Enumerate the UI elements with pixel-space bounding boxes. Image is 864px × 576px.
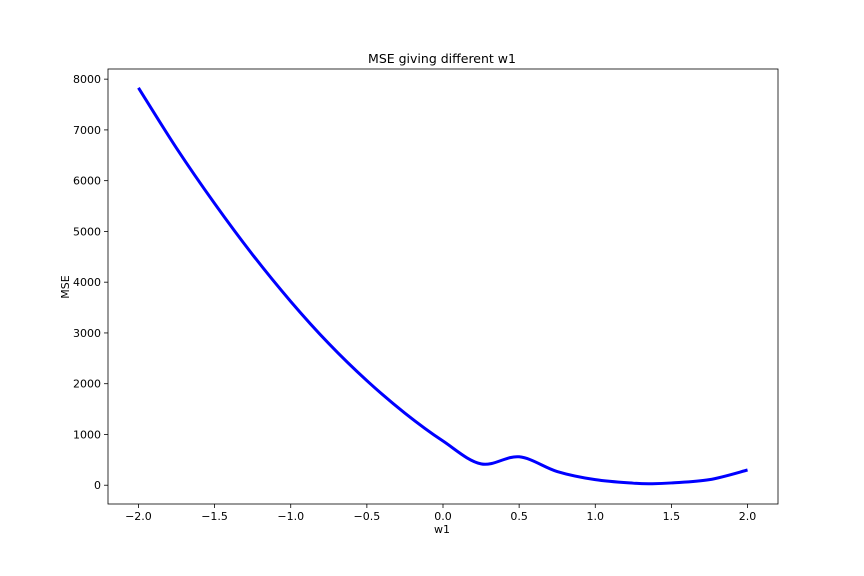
axes-frame [107, 68, 779, 505]
x-tick-label: 0.5 [510, 510, 528, 523]
chart-title: MSE giving different w1 [368, 51, 516, 66]
y-axis-label: MSE [59, 275, 72, 298]
y-tick-label: 7000 [73, 124, 101, 137]
y-tick-label: 1000 [73, 428, 101, 441]
y-tick-label: 5000 [73, 225, 101, 238]
x-tick-label: 1.5 [663, 510, 681, 523]
x-tick-label: −0.5 [354, 510, 381, 523]
x-tick-label: −1.5 [201, 510, 228, 523]
series-line-0 [137, 86, 748, 486]
x-axis-ticks: −2.0 −1.5 −1.0 −0.5 0.0 0.5 1.0 1.5 2.0 [125, 504, 756, 523]
y-tick-label: 8000 [73, 73, 101, 86]
x-tick-label: 1.0 [587, 510, 605, 523]
x-axis-label: w1 [434, 523, 450, 536]
plot-area [137, 86, 748, 486]
y-tick-label: 4000 [73, 276, 101, 289]
x-tick-label: 0.0 [434, 510, 452, 523]
x-tick-label: −2.0 [125, 510, 152, 523]
y-tick-label: 0 [94, 479, 101, 492]
y-tick-label: 3000 [73, 327, 101, 340]
x-tick-label: −1.0 [277, 510, 304, 523]
y-axis-ticks: 0 1000 2000 3000 4000 5000 6000 7000 8000 [73, 73, 108, 492]
y-tick-label: 6000 [73, 175, 101, 188]
y-tick-label: 2000 [73, 378, 101, 391]
x-tick-label: 2.0 [739, 510, 757, 523]
